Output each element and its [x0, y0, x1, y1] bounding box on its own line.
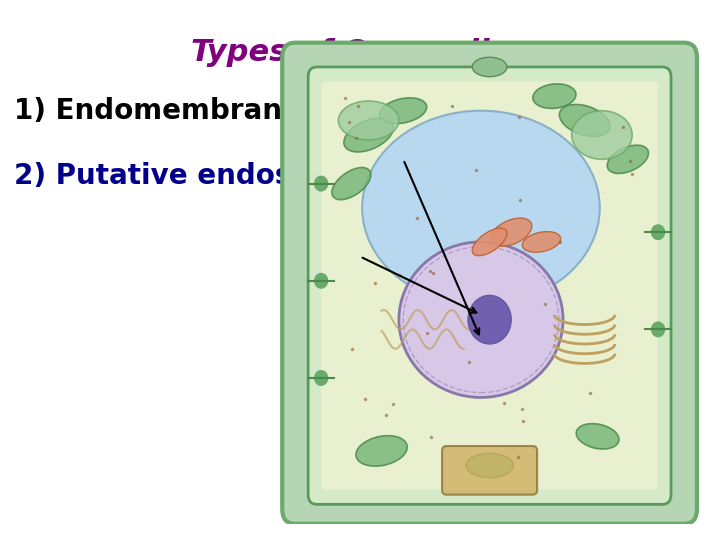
Circle shape	[315, 273, 328, 288]
Text: Types of Organelles: Types of Organelles	[192, 38, 528, 67]
Ellipse shape	[472, 228, 507, 256]
Ellipse shape	[576, 424, 619, 449]
Ellipse shape	[490, 218, 532, 246]
Circle shape	[315, 370, 328, 386]
Ellipse shape	[356, 436, 408, 466]
Ellipse shape	[559, 104, 610, 137]
Ellipse shape	[338, 101, 399, 140]
FancyBboxPatch shape	[282, 43, 697, 524]
Circle shape	[652, 322, 665, 337]
Ellipse shape	[468, 295, 511, 344]
FancyBboxPatch shape	[308, 67, 671, 504]
Ellipse shape	[332, 167, 371, 200]
Ellipse shape	[379, 98, 427, 124]
Circle shape	[315, 176, 328, 191]
Ellipse shape	[533, 84, 576, 109]
Ellipse shape	[399, 242, 563, 397]
FancyBboxPatch shape	[321, 82, 658, 490]
Ellipse shape	[522, 232, 561, 252]
Circle shape	[652, 225, 665, 240]
Ellipse shape	[607, 145, 649, 173]
Text: 1) Endomembrane System: 1) Endomembrane System	[14, 97, 426, 125]
Ellipse shape	[466, 453, 513, 477]
FancyBboxPatch shape	[442, 446, 537, 495]
Ellipse shape	[344, 118, 393, 152]
Text: 2) Putative endosymbionts: 2) Putative endosymbionts	[14, 162, 437, 190]
Ellipse shape	[572, 111, 632, 159]
Ellipse shape	[362, 111, 600, 305]
Ellipse shape	[472, 57, 507, 77]
